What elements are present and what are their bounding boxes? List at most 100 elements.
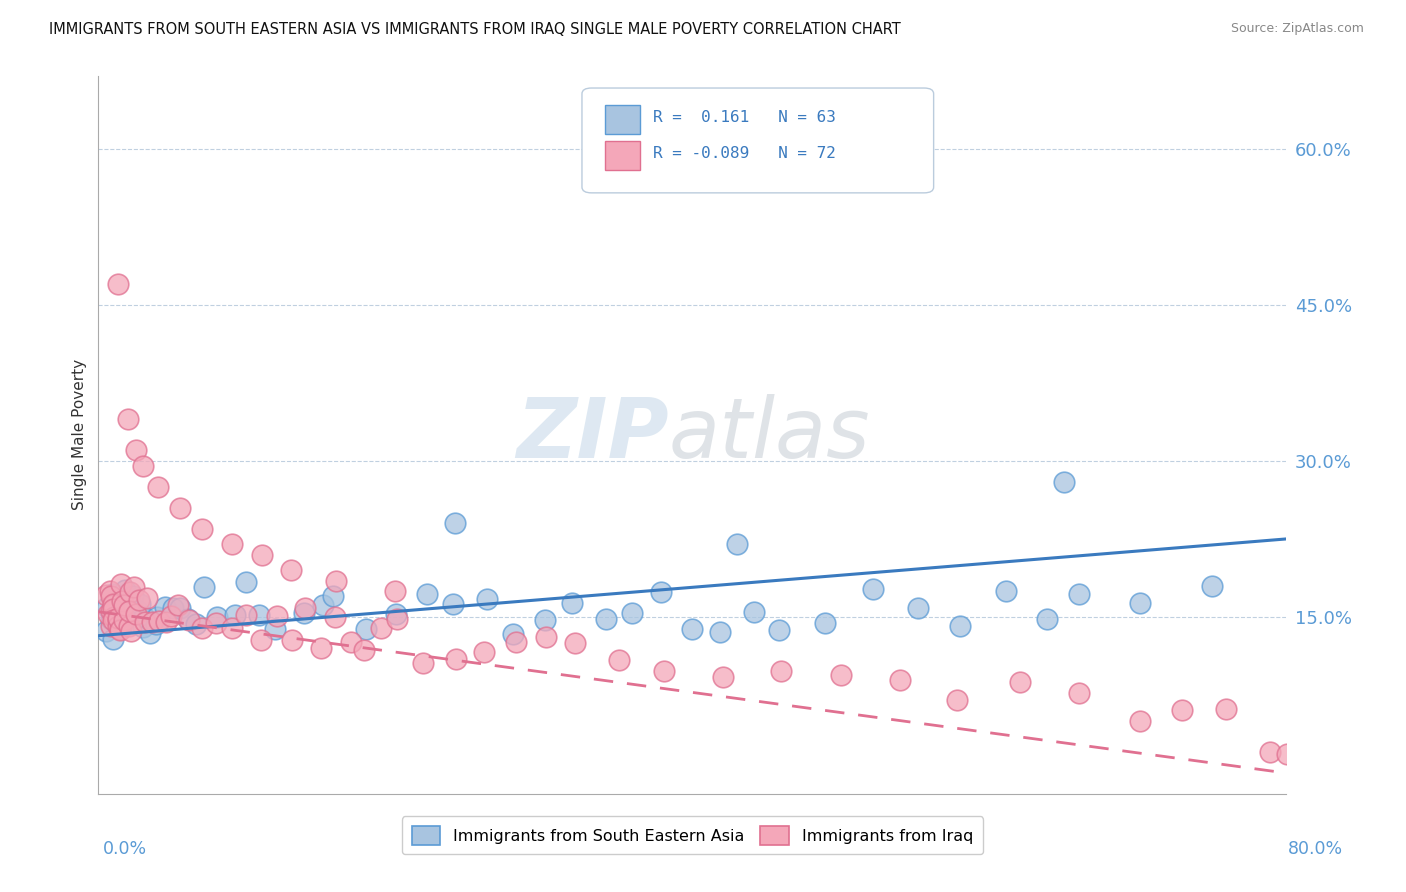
Point xyxy=(1053,475,1076,489)
Point xyxy=(370,621,392,635)
Point xyxy=(148,614,170,628)
FancyBboxPatch shape xyxy=(605,141,640,169)
Point xyxy=(121,604,143,618)
Point xyxy=(205,615,228,630)
Point xyxy=(166,598,188,612)
Point xyxy=(145,617,167,632)
Point xyxy=(564,636,586,650)
Y-axis label: Single Male Poverty: Single Male Poverty xyxy=(72,359,87,510)
Point xyxy=(98,583,121,598)
Point xyxy=(108,623,131,637)
Point xyxy=(561,596,583,610)
Point xyxy=(770,665,793,679)
Point xyxy=(118,604,141,618)
Point xyxy=(595,612,617,626)
Point xyxy=(107,618,129,632)
Point xyxy=(138,626,160,640)
Point xyxy=(162,601,184,615)
Point xyxy=(108,622,131,636)
Point xyxy=(179,613,201,627)
Text: R =  0.161   N = 63: R = 0.161 N = 63 xyxy=(654,110,837,125)
Point xyxy=(221,622,243,636)
Point xyxy=(103,599,125,614)
Point xyxy=(534,613,557,627)
Point xyxy=(128,593,150,607)
Point xyxy=(132,459,155,474)
Point xyxy=(312,598,335,612)
Point xyxy=(235,608,257,623)
Point xyxy=(107,614,129,628)
Point xyxy=(132,610,155,624)
Point xyxy=(814,616,837,631)
Point xyxy=(96,589,118,603)
Point xyxy=(292,606,315,620)
Point xyxy=(112,598,135,612)
Point xyxy=(118,591,141,605)
Point xyxy=(124,443,146,458)
Point xyxy=(100,607,122,621)
Point xyxy=(160,609,183,624)
Point xyxy=(96,600,118,615)
Text: R = -0.089   N = 72: R = -0.089 N = 72 xyxy=(654,146,837,161)
Point xyxy=(96,607,118,621)
Point xyxy=(1129,596,1152,610)
Point xyxy=(472,645,495,659)
Point xyxy=(122,580,145,594)
Point xyxy=(1069,587,1091,601)
Point xyxy=(1201,579,1223,593)
Text: Source: ZipAtlas.com: Source: ZipAtlas.com xyxy=(1230,22,1364,36)
Point xyxy=(112,614,135,628)
Point xyxy=(322,590,344,604)
Point xyxy=(441,597,464,611)
Point xyxy=(110,620,132,634)
Point xyxy=(387,612,409,626)
Point xyxy=(323,609,346,624)
Point xyxy=(177,612,200,626)
Point xyxy=(121,589,143,603)
Text: ZIP: ZIP xyxy=(516,394,669,475)
Point xyxy=(534,630,557,644)
Point xyxy=(104,603,127,617)
Point xyxy=(124,607,146,621)
Point xyxy=(117,593,139,607)
Point xyxy=(353,643,375,657)
Point xyxy=(117,412,139,426)
Point xyxy=(110,577,132,591)
Point xyxy=(862,582,884,596)
Text: atlas: atlas xyxy=(669,394,870,475)
Point xyxy=(107,277,129,291)
Point xyxy=(416,587,439,601)
Text: 0.0%: 0.0% xyxy=(103,840,146,858)
Point xyxy=(250,548,273,562)
Point xyxy=(169,500,191,515)
Text: 80.0%: 80.0% xyxy=(1288,840,1343,858)
Point xyxy=(1036,612,1059,626)
Point xyxy=(340,634,363,648)
Point xyxy=(105,615,128,629)
Point xyxy=(681,623,703,637)
Point xyxy=(120,624,142,638)
Point xyxy=(134,615,156,630)
Point xyxy=(224,608,246,623)
Point xyxy=(294,601,316,615)
FancyBboxPatch shape xyxy=(582,88,934,193)
Point xyxy=(207,610,229,624)
Point xyxy=(100,618,122,632)
Point xyxy=(153,599,176,614)
Point xyxy=(235,574,257,589)
Point xyxy=(191,521,214,535)
Point xyxy=(325,574,347,588)
Point xyxy=(141,615,163,629)
Point xyxy=(191,620,214,634)
Point xyxy=(652,665,675,679)
Point xyxy=(111,594,134,608)
Point xyxy=(114,609,136,624)
Point xyxy=(475,591,498,606)
Point xyxy=(247,607,270,622)
Point xyxy=(193,580,215,594)
Point xyxy=(1215,702,1237,716)
Point xyxy=(946,693,969,707)
Point xyxy=(1323,744,1346,758)
Point xyxy=(356,622,378,636)
Point xyxy=(100,604,122,618)
